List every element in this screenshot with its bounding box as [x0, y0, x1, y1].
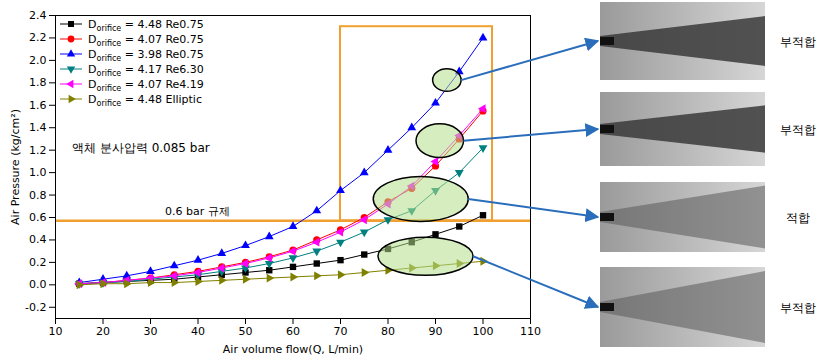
svg-text:Dorifice = 4.17 Re6.30: Dorifice = 4.17 Re6.30	[88, 63, 204, 78]
svg-text:2.4: 2.4	[29, 9, 47, 22]
svg-text:70: 70	[334, 325, 348, 338]
svg-text:Dorifice = 4.48 Elliptic: Dorifice = 4.48 Elliptic	[88, 93, 202, 108]
svg-text:Dorifice = 4.07 Re0.75: Dorifice = 4.07 Re0.75	[88, 33, 204, 48]
svg-text:0.4: 0.4	[29, 233, 47, 246]
svg-text:1.4: 1.4	[29, 121, 47, 134]
svg-text:1.8: 1.8	[29, 76, 47, 89]
svg-text:60: 60	[286, 325, 300, 338]
svg-text:부적합: 부적합	[780, 301, 816, 315]
svg-text:50: 50	[239, 325, 253, 338]
svg-text:적합: 적합	[786, 211, 810, 225]
svg-text:10: 10	[49, 325, 63, 338]
svg-text:Air volume flow(Q, L/min): Air volume flow(Q, L/min)	[223, 343, 363, 356]
svg-text:액체 분사압력 0.085 bar: 액체 분사압력 0.085 bar	[72, 141, 210, 155]
svg-text:20: 20	[96, 325, 110, 338]
svg-text:100: 100	[473, 325, 494, 338]
svg-text:Air Pressure (kg/cm²): Air Pressure (kg/cm²)	[9, 109, 22, 225]
svg-text:1.2: 1.2	[29, 144, 47, 157]
svg-text:0.0: 0.0	[29, 278, 47, 291]
svg-text:0.8: 0.8	[29, 189, 47, 202]
svg-text:-0.2: -0.2	[25, 301, 46, 314]
svg-text:1.6: 1.6	[29, 99, 47, 112]
svg-text:110: 110	[520, 325, 541, 338]
svg-text:80: 80	[381, 325, 395, 338]
svg-text:부적합: 부적합	[780, 123, 816, 137]
svg-text:90: 90	[429, 325, 443, 338]
svg-text:0.6 bar 규제: 0.6 bar 규제	[165, 205, 230, 218]
svg-text:Dorifice = 4.07 Re4.19: Dorifice = 4.07 Re4.19	[88, 78, 204, 93]
svg-text:0.6: 0.6	[29, 211, 47, 224]
svg-text:2.2: 2.2	[29, 31, 47, 44]
svg-text:부적합: 부적합	[780, 35, 816, 49]
svg-text:2.0: 2.0	[29, 54, 47, 67]
svg-text:Dorifice = 3.98 Re0.75: Dorifice = 3.98 Re0.75	[88, 48, 204, 63]
svg-text:0.2: 0.2	[29, 256, 47, 269]
svg-text:Dorifice = 4.48 Re0.75: Dorifice = 4.48 Re0.75	[88, 18, 204, 33]
svg-text:40: 40	[191, 325, 205, 338]
svg-text:1.0: 1.0	[29, 166, 47, 179]
svg-text:30: 30	[144, 325, 158, 338]
